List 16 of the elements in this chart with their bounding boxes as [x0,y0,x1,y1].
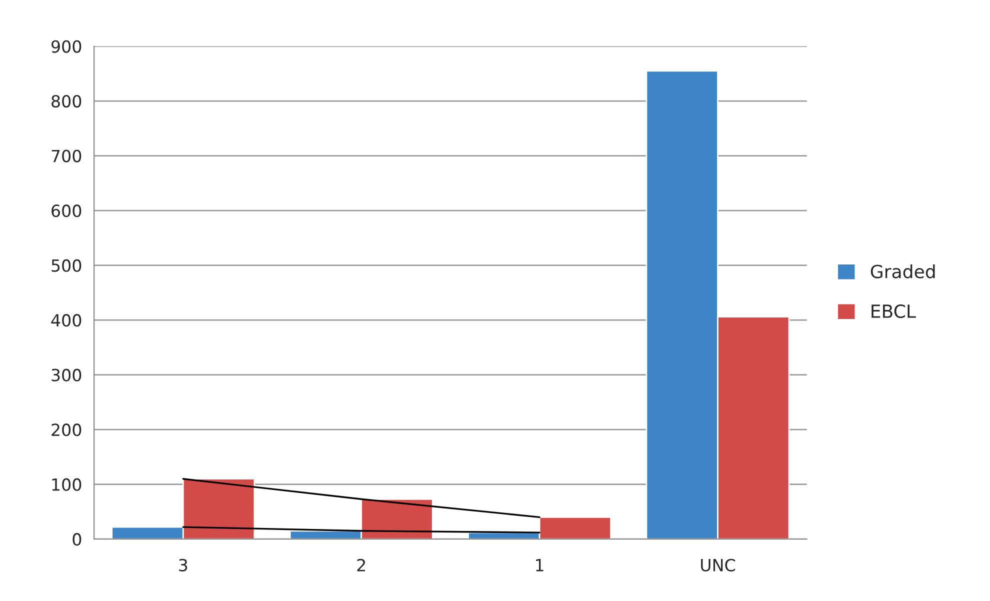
y-tick-label: 600 [52,204,82,218]
legend-label: EBCL [872,304,916,318]
y-tick-label: 100 [52,478,82,491]
x-tick-label: 2 [357,558,365,572]
y-tick-label: 300 [52,368,82,382]
y-tick-label: 400 [51,314,82,327]
x-tick-label: 1 [536,559,544,572]
y-tick-label: 800 [52,94,82,108]
x-tick-label: 3 [179,558,188,572]
y-tick-label: 0 [72,533,82,546]
y-tick-label: 700 [52,150,82,162]
y-tick-label: 500 [52,259,82,272]
x-tick-label: UNC [701,558,735,572]
y-tick-label: 900 [51,40,82,53]
y-tick-label: 200 [52,424,82,436]
legend-label: Graded [870,264,935,278]
